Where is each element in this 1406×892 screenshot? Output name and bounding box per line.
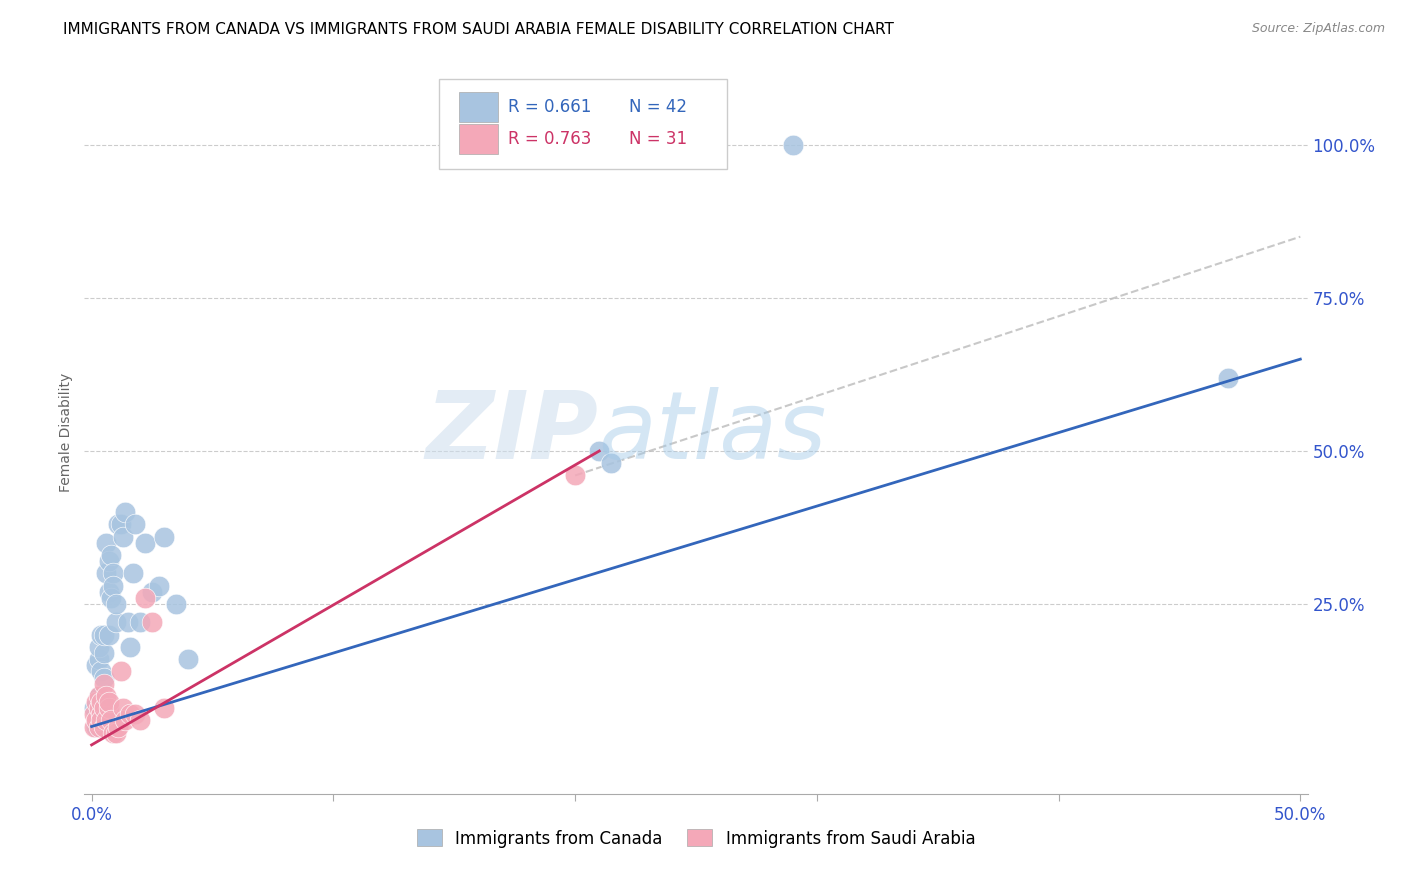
Point <box>120 707 142 722</box>
Point <box>93 671 115 685</box>
Point <box>153 530 176 544</box>
Point <box>117 615 139 630</box>
Point <box>129 615 152 630</box>
Point <box>124 517 146 532</box>
Point <box>103 566 125 581</box>
Point <box>90 695 112 709</box>
Point <box>97 584 120 599</box>
FancyBboxPatch shape <box>458 124 498 154</box>
Point <box>86 714 108 728</box>
Point <box>90 665 112 679</box>
Point <box>103 579 125 593</box>
Y-axis label: Female Disability: Female Disability <box>59 373 73 492</box>
Point <box>93 646 115 660</box>
Point <box>782 137 804 152</box>
Point <box>93 628 115 642</box>
Point <box>90 695 112 709</box>
Point <box>100 714 122 728</box>
Point <box>93 676 115 690</box>
Point <box>141 615 163 630</box>
Point <box>112 530 135 544</box>
Point <box>94 714 117 728</box>
Point <box>153 701 176 715</box>
Point <box>107 517 129 532</box>
Point <box>121 566 143 581</box>
Point <box>103 725 125 739</box>
Point <box>97 701 120 715</box>
Point <box>110 665 132 679</box>
Point <box>165 597 187 611</box>
Point <box>94 689 117 703</box>
Point <box>141 584 163 599</box>
Text: atlas: atlas <box>598 387 827 478</box>
Point <box>93 701 115 715</box>
Point <box>93 719 115 733</box>
Point <box>83 701 105 715</box>
Point <box>87 689 110 703</box>
Point <box>90 714 112 728</box>
Text: R = 0.763: R = 0.763 <box>508 130 591 148</box>
Point <box>104 597 127 611</box>
Point <box>97 628 120 642</box>
Point <box>86 695 108 709</box>
FancyBboxPatch shape <box>458 92 498 122</box>
Point <box>94 536 117 550</box>
Point <box>600 456 623 470</box>
Point <box>104 725 127 739</box>
Point <box>100 591 122 605</box>
Point <box>114 714 136 728</box>
Point <box>148 579 170 593</box>
Text: N = 42: N = 42 <box>628 98 686 116</box>
Point <box>87 701 110 715</box>
Point <box>87 652 110 666</box>
Point <box>83 719 105 733</box>
Point <box>87 640 110 654</box>
Point <box>87 689 110 703</box>
Point <box>83 707 105 722</box>
Point <box>124 707 146 722</box>
Point <box>97 554 120 568</box>
Point <box>97 695 120 709</box>
Point <box>112 701 135 715</box>
Text: N = 31: N = 31 <box>628 130 686 148</box>
Point <box>87 719 110 733</box>
Legend: Immigrants from Canada, Immigrants from Saudi Arabia: Immigrants from Canada, Immigrants from … <box>411 822 981 855</box>
Point <box>107 719 129 733</box>
Point <box>134 591 156 605</box>
Point <box>104 615 127 630</box>
Text: Source: ZipAtlas.com: Source: ZipAtlas.com <box>1251 22 1385 36</box>
FancyBboxPatch shape <box>439 78 727 169</box>
Point <box>114 505 136 519</box>
Point <box>564 468 586 483</box>
Point <box>90 707 112 722</box>
Point <box>177 652 200 666</box>
Point <box>110 517 132 532</box>
Point <box>100 548 122 562</box>
Point <box>134 536 156 550</box>
Point <box>588 444 610 458</box>
Point <box>86 719 108 733</box>
Point <box>120 640 142 654</box>
Point <box>86 658 108 673</box>
Point <box>129 714 152 728</box>
Text: ZIP: ZIP <box>425 386 598 479</box>
Point <box>1216 370 1239 384</box>
Text: R = 0.661: R = 0.661 <box>508 98 591 116</box>
Point <box>94 566 117 581</box>
Text: IMMIGRANTS FROM CANADA VS IMMIGRANTS FROM SAUDI ARABIA FEMALE DISABILITY CORRELA: IMMIGRANTS FROM CANADA VS IMMIGRANTS FRO… <box>63 22 894 37</box>
Point <box>90 628 112 642</box>
